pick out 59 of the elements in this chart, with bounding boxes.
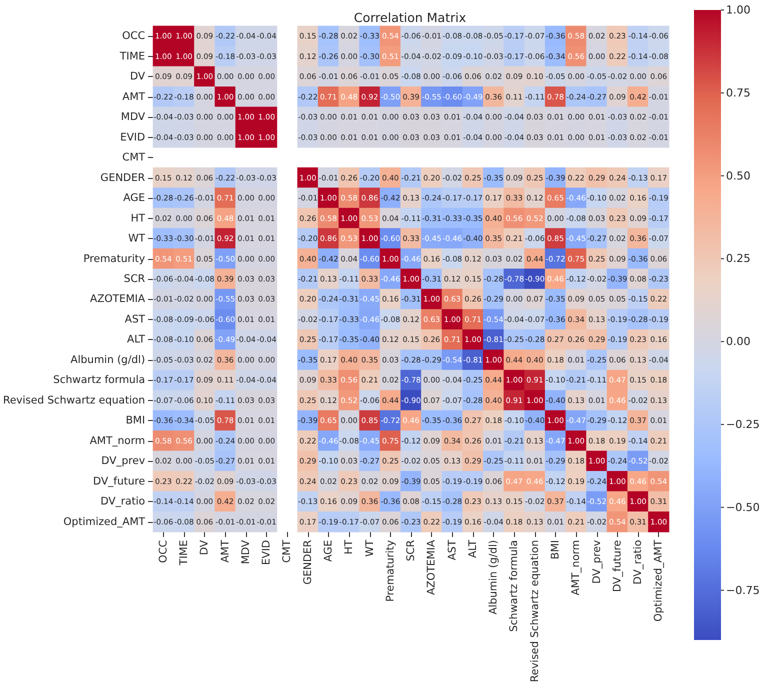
x-tick-label: DV_ratio [632, 540, 644, 585]
color-bar-label: 0.00 [726, 335, 750, 348]
y-tick-label: ALT [127, 334, 146, 346]
x-tick-label: Schwartz formula [508, 540, 520, 632]
x-tick-label: ALT [466, 539, 479, 558]
y-tick-label: DV_ratio [100, 496, 146, 508]
x-tick-label: OCC [157, 540, 170, 563]
x-tick-label: AST [446, 539, 458, 560]
x-tick-label: Revised Schwartz equation [528, 540, 541, 682]
color-bar-label: 0.25 [726, 252, 750, 266]
x-tick-label: AMT [219, 539, 232, 563]
y-tick-label: AGE [123, 192, 146, 204]
x-tick-label: EVID [260, 540, 273, 565]
color-bar-label: −0.75 [726, 584, 760, 597]
x-tick-label: DV [198, 539, 211, 556]
x-tick-label: SCR [405, 540, 418, 562]
x-tick-label: Optimized_AMT [652, 539, 665, 622]
x-tick-label: AGE [322, 540, 334, 562]
y-tick-label: GENDER [100, 172, 146, 184]
y-tick-label: MDV [120, 111, 146, 124]
y-tick-label: TIME [118, 50, 146, 62]
y-tick-label: Albumin (g/dl) [70, 354, 146, 366]
y-tick-label: DV_prev [101, 455, 146, 468]
y-tick-label: Revised Schwartz equation [2, 394, 146, 406]
y-tick-label: HT [130, 212, 146, 224]
y-tick-label: CMT [122, 152, 146, 164]
x-tick-label: WT [364, 539, 376, 557]
y-tick-label: Optimized_AMT [63, 516, 146, 528]
x-tick-label: AZOTEMIA [426, 539, 438, 596]
y-tick-label: AZOTEMIA [90, 293, 146, 306]
x-tick-label: Albumin (g/dl) [488, 540, 500, 615]
y-tick-label: BMI [126, 414, 146, 427]
y-tick-label: DV_future [93, 475, 146, 488]
x-tick-label: TIME [178, 540, 190, 566]
y-tick-label: SCR [124, 273, 146, 285]
x-tick-label: MDV [240, 539, 252, 564]
color-bar-label: 0.50 [726, 169, 750, 182]
y-tick-label: EVID [120, 131, 146, 144]
x-tick-label: BMI [549, 540, 562, 560]
y-tick-label: AMT_norm [90, 434, 146, 447]
color-bar-label: 1.00 [726, 4, 750, 16]
x-tick-label: GENDER [302, 540, 314, 585]
color-bar-label: −0.50 [726, 500, 760, 514]
x-tick-label: DV_future [611, 540, 624, 592]
color-bar-label: 0.75 [726, 86, 750, 100]
y-tick-label: AMT [122, 90, 146, 103]
chart-title: Correlation Matrix [354, 10, 466, 25]
x-tick-label: AMT_norm [570, 540, 582, 596]
x-tick-label: CMT [281, 539, 294, 563]
y-tick-label: WT [128, 232, 146, 245]
y-tick-label: OCC [122, 30, 146, 42]
x-tick-label: Prematurity [384, 540, 396, 602]
color-bar-label: −0.25 [726, 418, 760, 431]
x-tick-label: DV_prev [590, 540, 603, 584]
y-tick-label: Prematurity [83, 252, 146, 265]
y-tick-label: AST [124, 313, 146, 326]
x-tick-label: HT [343, 539, 356, 554]
y-tick-label: Schwartz formula [53, 374, 146, 386]
y-tick-label: DV [130, 70, 146, 83]
